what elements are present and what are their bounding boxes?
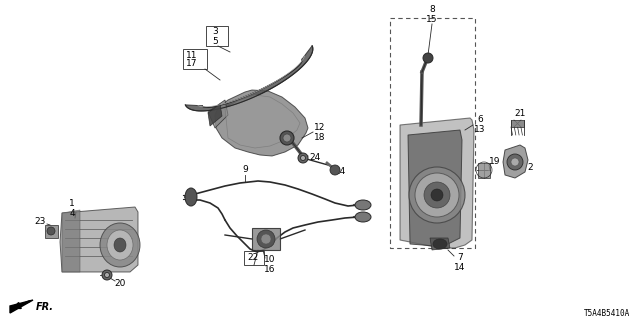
Ellipse shape — [102, 270, 112, 280]
Polygon shape — [60, 207, 138, 272]
Ellipse shape — [355, 212, 371, 222]
Text: 5: 5 — [212, 36, 218, 45]
Text: 21: 21 — [515, 108, 525, 117]
Text: 20: 20 — [115, 278, 125, 287]
Text: 14: 14 — [454, 262, 466, 271]
Ellipse shape — [423, 53, 433, 63]
Polygon shape — [208, 100, 228, 128]
Text: 3: 3 — [212, 28, 218, 36]
Text: 11: 11 — [186, 51, 198, 60]
Polygon shape — [225, 95, 300, 148]
Text: T5A4B5410A: T5A4B5410A — [584, 308, 630, 317]
Ellipse shape — [424, 182, 450, 208]
Polygon shape — [186, 46, 313, 111]
Text: 2: 2 — [527, 164, 533, 172]
Ellipse shape — [185, 188, 197, 206]
Bar — [183, 49, 207, 69]
Ellipse shape — [298, 153, 308, 163]
Ellipse shape — [433, 239, 447, 249]
Ellipse shape — [431, 189, 443, 201]
Bar — [252, 228, 280, 250]
Text: 8: 8 — [429, 5, 435, 14]
Text: 23: 23 — [35, 217, 45, 226]
Ellipse shape — [100, 223, 140, 267]
Ellipse shape — [330, 165, 340, 175]
Ellipse shape — [261, 234, 271, 244]
Ellipse shape — [257, 230, 275, 248]
Ellipse shape — [355, 200, 371, 210]
Ellipse shape — [47, 227, 55, 235]
Polygon shape — [408, 130, 462, 246]
Polygon shape — [400, 118, 474, 248]
Bar — [45, 225, 58, 238]
Text: 1: 1 — [69, 199, 75, 209]
Polygon shape — [215, 90, 308, 156]
Ellipse shape — [301, 156, 305, 161]
Bar — [244, 251, 264, 265]
Text: 12: 12 — [314, 124, 326, 132]
Ellipse shape — [104, 273, 109, 277]
Ellipse shape — [415, 173, 459, 217]
Text: 6: 6 — [477, 116, 483, 124]
Ellipse shape — [107, 230, 133, 260]
Text: 24: 24 — [309, 154, 321, 163]
Text: 10: 10 — [264, 255, 276, 265]
Polygon shape — [62, 210, 80, 272]
Text: 9: 9 — [242, 165, 248, 174]
Ellipse shape — [409, 167, 465, 223]
Text: 13: 13 — [474, 124, 486, 133]
Text: 4: 4 — [69, 209, 75, 218]
Text: 15: 15 — [426, 14, 438, 23]
Ellipse shape — [114, 238, 126, 252]
Polygon shape — [430, 238, 450, 250]
Text: 7: 7 — [457, 253, 463, 262]
Text: FR.: FR. — [36, 302, 54, 312]
Polygon shape — [503, 145, 528, 178]
Polygon shape — [208, 104, 222, 126]
Text: 24: 24 — [334, 167, 346, 177]
Polygon shape — [511, 120, 524, 127]
Text: 18: 18 — [314, 132, 326, 141]
Bar — [206, 26, 228, 46]
Text: 19: 19 — [489, 157, 500, 166]
Polygon shape — [10, 300, 33, 313]
Text: 17: 17 — [186, 60, 198, 68]
Text: 22: 22 — [248, 252, 259, 261]
Ellipse shape — [280, 131, 294, 145]
Ellipse shape — [283, 134, 291, 142]
Ellipse shape — [507, 154, 523, 170]
Ellipse shape — [511, 158, 519, 166]
Polygon shape — [478, 163, 490, 178]
Text: 16: 16 — [264, 265, 276, 274]
